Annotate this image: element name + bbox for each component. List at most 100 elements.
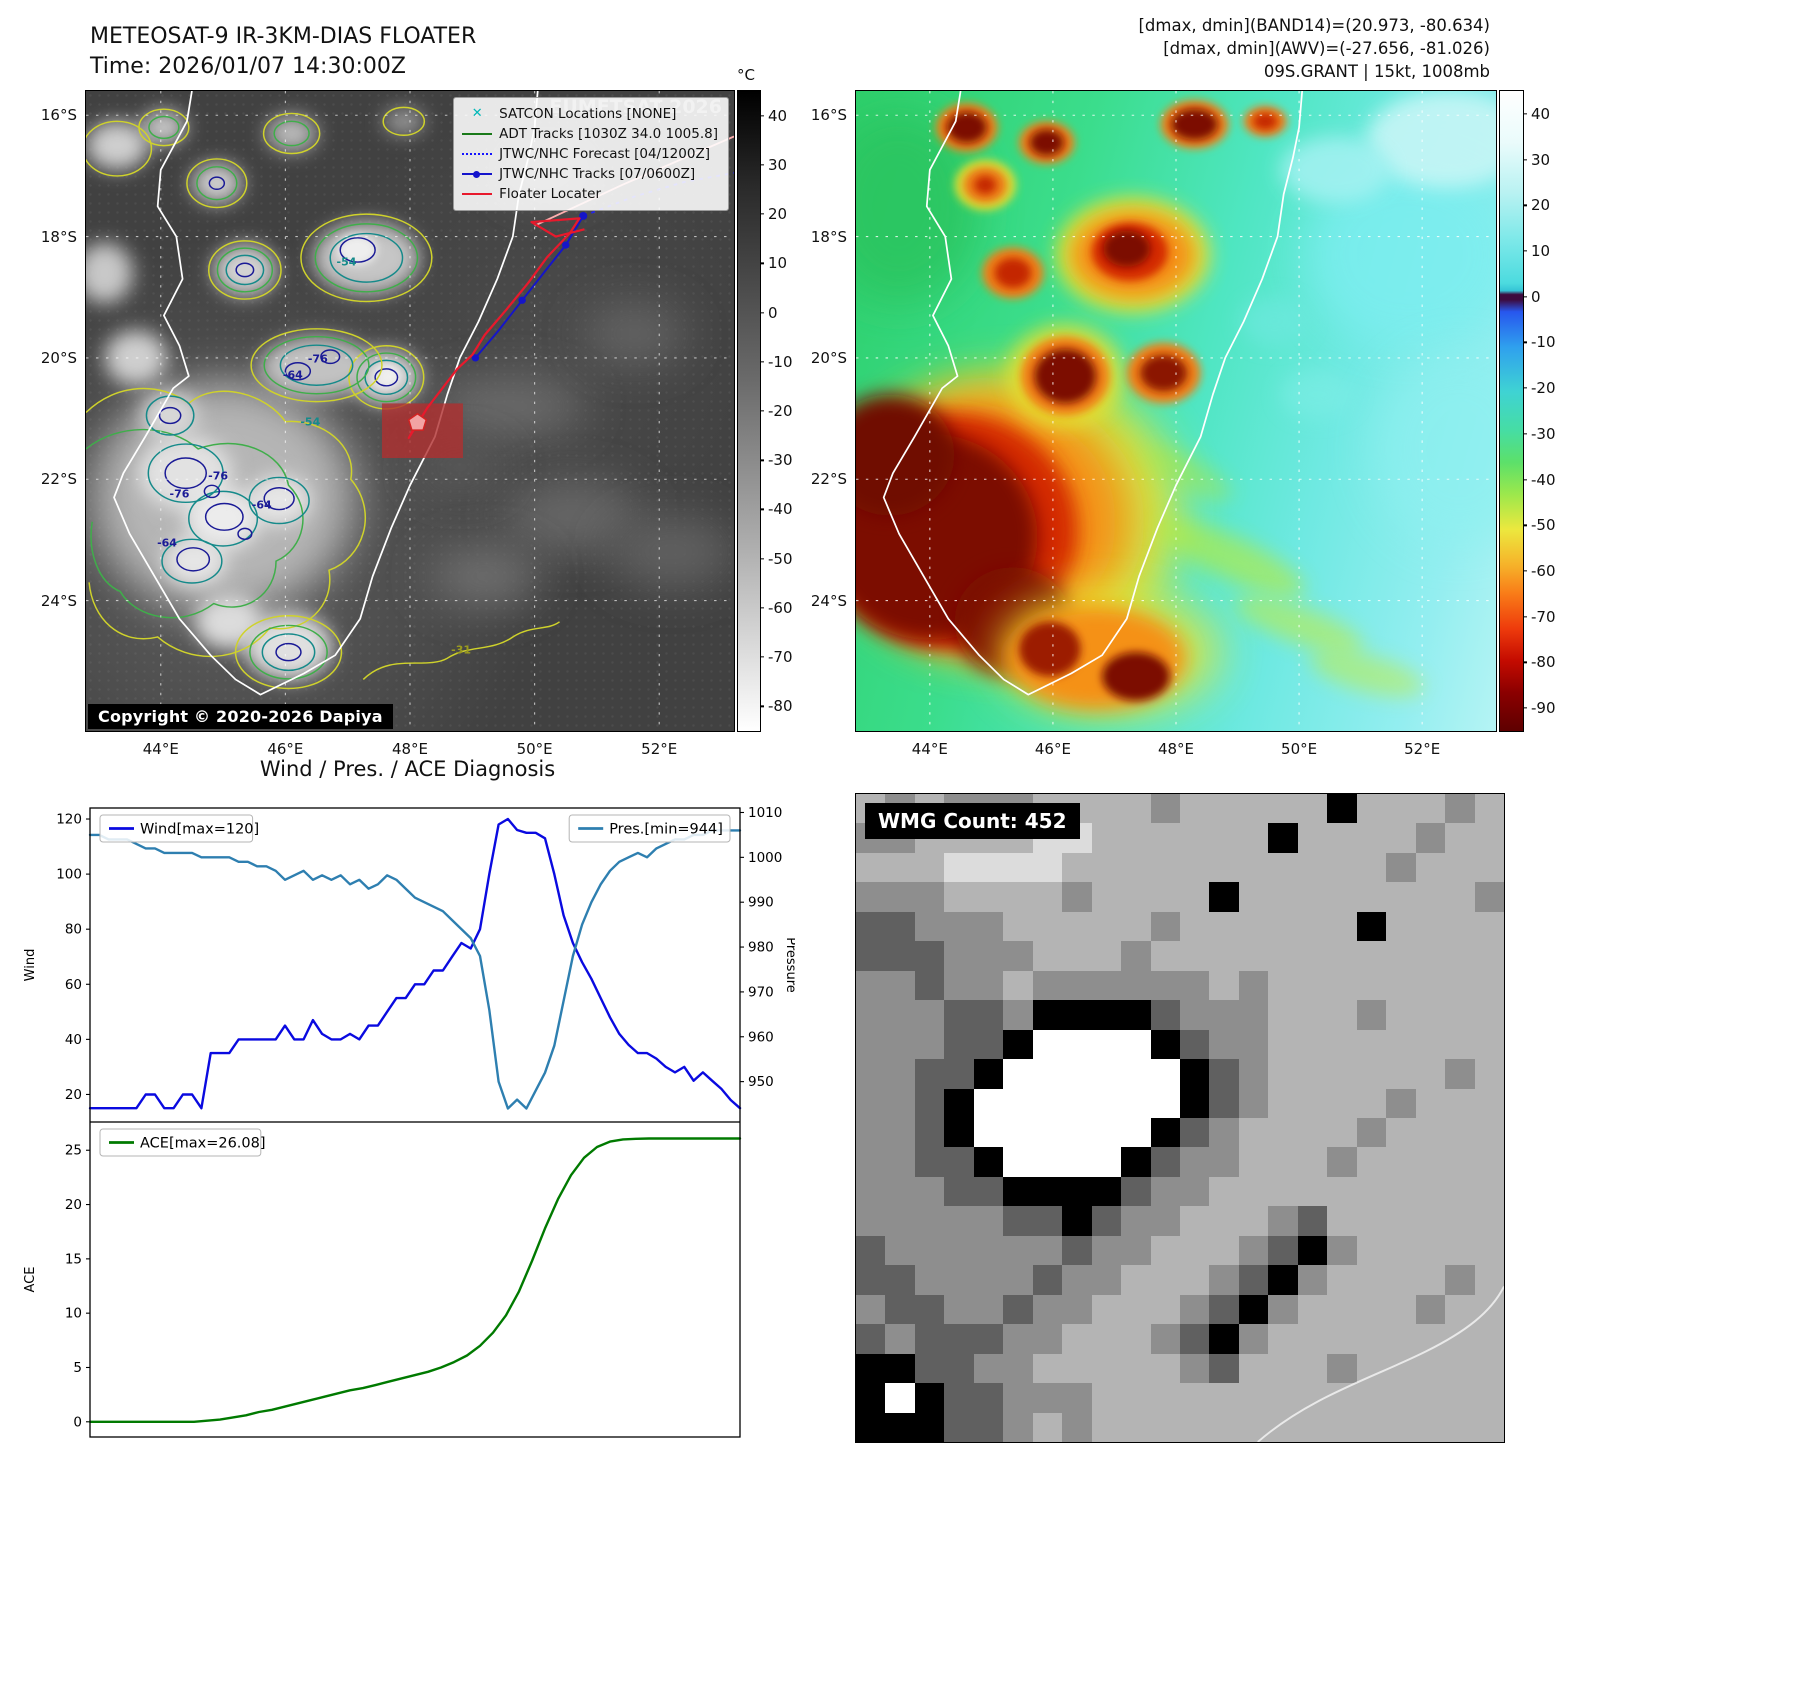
wmg-cell: [1032, 970, 1063, 1001]
wmg-cell: [1209, 1206, 1239, 1236]
lat-tick-label: 24°S: [40, 591, 77, 610]
wmg-cell: [1415, 1265, 1446, 1295]
wmg-cell: [1415, 852, 1446, 883]
wmg-cell: [1415, 1324, 1446, 1354]
wmg-cell: [1445, 970, 1475, 1001]
wmg-cell: [1356, 1000, 1387, 1030]
wmg-cell: [1327, 1412, 1357, 1442]
wmg-cell: [885, 1029, 915, 1060]
wmg-cell: [885, 1147, 915, 1177]
wmg-cell: [1386, 1235, 1416, 1266]
wmg-cell: [885, 941, 915, 971]
wmg-cell: [1445, 1353, 1475, 1384]
wmg-cell: [1003, 1206, 1033, 1236]
wmg-cell: [944, 1000, 974, 1030]
wmg-cell: [1150, 1235, 1180, 1266]
wmg-cell: [1121, 1176, 1151, 1207]
colorbar-tick: [1523, 524, 1527, 526]
wmg-cell: [1238, 1088, 1269, 1118]
lon-tick-label: 50°E: [1281, 740, 1318, 758]
wmg-cell: [1474, 1412, 1504, 1442]
colorbar-tick-label: -70: [1531, 607, 1556, 626]
wmg-cell: [1474, 970, 1504, 1001]
wmg-cell: [1032, 1059, 1063, 1089]
wmg-cell: [1150, 852, 1180, 883]
wmg-cell: [1032, 1029, 1063, 1060]
wmg-cell: [1150, 1059, 1180, 1089]
wmg-cell: [856, 911, 886, 942]
axis-tick-label: 100: [56, 867, 82, 883]
wmg-cell: [1238, 1383, 1269, 1413]
wmg-cell: [1238, 852, 1269, 883]
wmg-cell: [1356, 1353, 1387, 1384]
wmg-cell: [1209, 1324, 1239, 1354]
wmg-cell: [1003, 1235, 1033, 1266]
colorbar-tick-label: -20: [768, 402, 793, 420]
wmg-cell: [1091, 1294, 1122, 1325]
lat-tick-label: 22°S: [40, 470, 77, 489]
map-legend: ✕ SATCON Locations [NONE] ADT Tracks [1030…: [453, 97, 729, 211]
wmg-cell: [885, 1088, 915, 1118]
colorbar-tick: [1523, 250, 1527, 252]
wmg-cell: [1356, 1059, 1387, 1089]
wmg-cell: [885, 911, 915, 942]
wmg-cell: [1297, 911, 1328, 942]
wmg-cell: [885, 852, 915, 883]
wmg-cell: [1150, 823, 1180, 853]
colorbar-tick-label: -10: [768, 352, 793, 371]
wmg-cell: [1062, 1235, 1092, 1266]
wmg-cell: [1268, 794, 1298, 824]
wmg-cell: [1209, 1029, 1239, 1060]
diagnosis-title: Wind / Pres. / ACE Diagnosis: [259, 757, 556, 781]
wmg-cell: [1062, 941, 1092, 971]
wmg-cell: [1150, 970, 1180, 1001]
wmg-cell: [1150, 1118, 1180, 1148]
wmg-cell: [1356, 1383, 1387, 1413]
legend-item: JTWC/NHC Tracks [07/0600Z]: [462, 164, 718, 184]
wmg-cell: [914, 1412, 945, 1442]
wmg-cell: [1121, 1147, 1151, 1177]
wmg-cell: [914, 941, 945, 971]
wmg-cell: [885, 1265, 915, 1295]
wmg-cell: [885, 1206, 915, 1236]
colorbar-tick: [1523, 616, 1527, 618]
legend-item: ✕ SATCON Locations [NONE]: [462, 104, 718, 124]
wmg-cell: [1180, 1353, 1210, 1384]
wmg-cell: [1238, 882, 1269, 912]
plot-border: [89, 807, 741, 1122]
colorbar-tick-label: 10: [768, 254, 788, 273]
wmg-cell: [1180, 1324, 1210, 1354]
wmg-cell: [944, 1118, 974, 1148]
wmg-cell: [1415, 1059, 1446, 1089]
wmg-cell: [1032, 1147, 1063, 1177]
ir-colorbar: 40 30 20 10 0 -10 -20 -30 -40 -50 -60 -70 -80: [737, 90, 793, 732]
colorbar-tick-label: 30: [1531, 150, 1551, 169]
colorbar-tick-label: -80: [768, 697, 793, 716]
wmg-cell: [944, 1235, 974, 1266]
wmg-cell: [1003, 941, 1033, 971]
wmg-cell: [1180, 794, 1210, 824]
wmg-cell: [1180, 852, 1210, 883]
wmg-cell: [944, 882, 974, 912]
colorbar-tick-label: -10: [1531, 333, 1556, 352]
wmg-cell: [1268, 882, 1298, 912]
lon-tick-label: 44°E: [911, 740, 948, 758]
wmg-cell: [1386, 1147, 1416, 1177]
wmg-cell: [885, 882, 915, 912]
wmg-cell: [1238, 941, 1269, 971]
wmg-cell: [944, 1412, 974, 1442]
series-line: [88, 1137, 742, 1423]
colorbar-unit-label: °C: [737, 66, 755, 84]
wmg-cell: [1386, 794, 1416, 824]
wmg-cell: [1415, 1176, 1446, 1207]
wmg-cell: [1474, 1294, 1504, 1325]
colorbar-tick: [760, 410, 764, 412]
wmg-cell: [1062, 852, 1092, 883]
wmg-cell: [1032, 1176, 1063, 1207]
band14-satellite-map: 16°S 18°S 20°S 22°S 24°S 44°E 46°E 48°E 50°E 52°E: [811, 90, 1497, 758]
wmg-cell: [1297, 970, 1328, 1001]
wmg-cell: [914, 1088, 945, 1118]
wmg-cell: [1091, 1059, 1122, 1089]
colorbar-tick-label: -50: [1531, 516, 1556, 535]
wmg-cell: [1121, 1265, 1151, 1295]
